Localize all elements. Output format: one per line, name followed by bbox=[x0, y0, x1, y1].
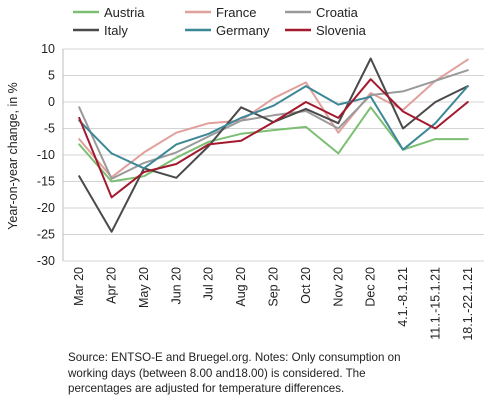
legend-item-italy: Italy bbox=[73, 23, 128, 38]
legend-label: Austria bbox=[104, 5, 145, 20]
x-tick-labels: Mar 20 Apr 20 May 20 Jun 20 Jul 20 Aug 20 Sep … bbox=[72, 267, 475, 341]
legend-label: Croatia bbox=[316, 5, 359, 20]
legend-item-austria: Austria bbox=[73, 5, 145, 20]
y-tick-label: -20 bbox=[37, 201, 55, 215]
x-tick-label: 18.1.-22.1.21 bbox=[461, 267, 475, 341]
x-tick-label: Apr 20 bbox=[105, 267, 119, 304]
legend-item-slovenia: Slovenia bbox=[285, 23, 367, 38]
x-tick-label: Nov 20 bbox=[331, 267, 345, 307]
series-line-france bbox=[78, 58, 469, 179]
source-note-line-2: working days (between 8.00 and18.00) is … bbox=[68, 366, 366, 380]
y-tick-labels: 10 5 0 -5 -10 -15 -20 -25 -30 bbox=[37, 42, 55, 268]
series-lines bbox=[78, 57, 469, 233]
legend-label: Germany bbox=[216, 23, 270, 38]
source-note-line-3: percentages are adjusted for temperature… bbox=[68, 382, 345, 395]
line-chart: 10 5 0 -5 -10 -15 -20 -25 -30 Mar 20 Apr 20 May 20… bbox=[6, 5, 484, 341]
x-tick-label: Aug 20 bbox=[234, 267, 248, 307]
x-tick-label: Oct 20 bbox=[299, 267, 313, 304]
legend-label: Slovenia bbox=[316, 23, 367, 38]
x-tick-label: Jun 20 bbox=[169, 267, 183, 305]
x-tick-label: Sep 20 bbox=[267, 267, 281, 307]
y-tick-label: -30 bbox=[37, 254, 55, 268]
y-tick-label: 0 bbox=[48, 95, 55, 109]
legend-label: France bbox=[216, 5, 256, 20]
y-tick-label: 5 bbox=[48, 69, 55, 83]
legend-item-germany: Germany bbox=[185, 23, 270, 38]
y-tick-label: -10 bbox=[37, 148, 55, 162]
y-tick-label: -25 bbox=[37, 228, 55, 242]
x-tick-label: 4.1.-8.1.21 bbox=[396, 267, 410, 327]
x-tick-label: Mar 20 bbox=[72, 267, 86, 306]
y-axis-label: Year-on-year change, in % bbox=[6, 82, 20, 230]
y-tick-label: 10 bbox=[41, 42, 55, 56]
y-tick-label: -15 bbox=[37, 175, 55, 189]
legend-item-france: France bbox=[185, 5, 256, 20]
y-tick-label: -5 bbox=[44, 122, 55, 136]
source-note: Source: ENTSO-E and Bruegel.org. Notes: … bbox=[68, 350, 478, 397]
x-tick-label: Dec 20 bbox=[364, 267, 378, 307]
legend-item-croatia: Croatia bbox=[285, 5, 359, 20]
legend-label: Italy bbox=[104, 23, 128, 38]
source-note-line-1: Source: ENTSO-E and Bruegel.org. Notes: … bbox=[68, 351, 401, 364]
x-tick-label: 11.1.-15.1.21 bbox=[428, 267, 442, 340]
grid-lines bbox=[62, 48, 484, 262]
x-tick-label: Jul 20 bbox=[202, 267, 216, 300]
series-line-germany bbox=[78, 85, 469, 170]
legend: Austria France Croatia Italy Germany Slovenia bbox=[73, 5, 367, 38]
series-line-slovenia bbox=[78, 78, 469, 199]
x-tick-label: May 20 bbox=[137, 267, 151, 308]
series-line-croatia bbox=[78, 69, 469, 180]
